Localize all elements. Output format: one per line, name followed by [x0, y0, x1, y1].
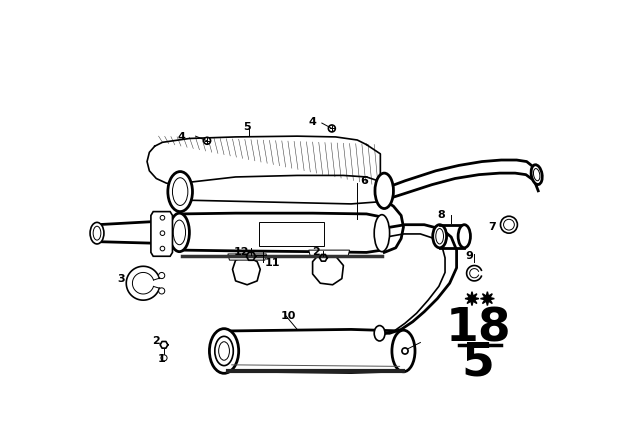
Ellipse shape [433, 225, 447, 248]
Text: 4: 4 [178, 132, 186, 142]
Text: 3: 3 [117, 274, 125, 284]
Ellipse shape [160, 231, 164, 236]
Ellipse shape [215, 336, 234, 366]
Text: 4: 4 [308, 116, 317, 126]
Text: 9: 9 [465, 251, 473, 261]
Ellipse shape [159, 288, 164, 294]
Ellipse shape [204, 137, 211, 144]
Polygon shape [465, 292, 479, 306]
Ellipse shape [209, 329, 239, 373]
Ellipse shape [328, 125, 335, 132]
Text: 12: 12 [234, 247, 249, 257]
Ellipse shape [160, 215, 164, 220]
Text: 10: 10 [280, 310, 296, 321]
Ellipse shape [170, 213, 189, 252]
Polygon shape [481, 292, 494, 306]
Ellipse shape [392, 330, 415, 372]
Text: 2: 2 [152, 336, 159, 346]
Ellipse shape [458, 225, 470, 248]
FancyBboxPatch shape [259, 222, 324, 246]
Polygon shape [151, 211, 172, 256]
Ellipse shape [90, 222, 104, 244]
Text: 5: 5 [243, 122, 251, 132]
Ellipse shape [402, 348, 408, 354]
Text: 6: 6 [360, 176, 368, 186]
Ellipse shape [374, 215, 390, 252]
Ellipse shape [500, 216, 517, 233]
Ellipse shape [168, 172, 193, 211]
Polygon shape [228, 254, 266, 260]
Ellipse shape [159, 272, 164, 279]
Ellipse shape [375, 173, 394, 208]
Ellipse shape [531, 165, 542, 185]
Text: 2: 2 [312, 247, 321, 258]
Text: 5: 5 [461, 341, 495, 386]
Polygon shape [308, 250, 349, 256]
Text: 11: 11 [265, 258, 280, 268]
Text: 7: 7 [488, 222, 496, 232]
Ellipse shape [160, 246, 164, 251]
Text: 8: 8 [437, 211, 445, 220]
Text: 18: 18 [445, 307, 511, 352]
Ellipse shape [161, 355, 167, 361]
Ellipse shape [374, 326, 385, 341]
Text: 1: 1 [158, 353, 166, 364]
